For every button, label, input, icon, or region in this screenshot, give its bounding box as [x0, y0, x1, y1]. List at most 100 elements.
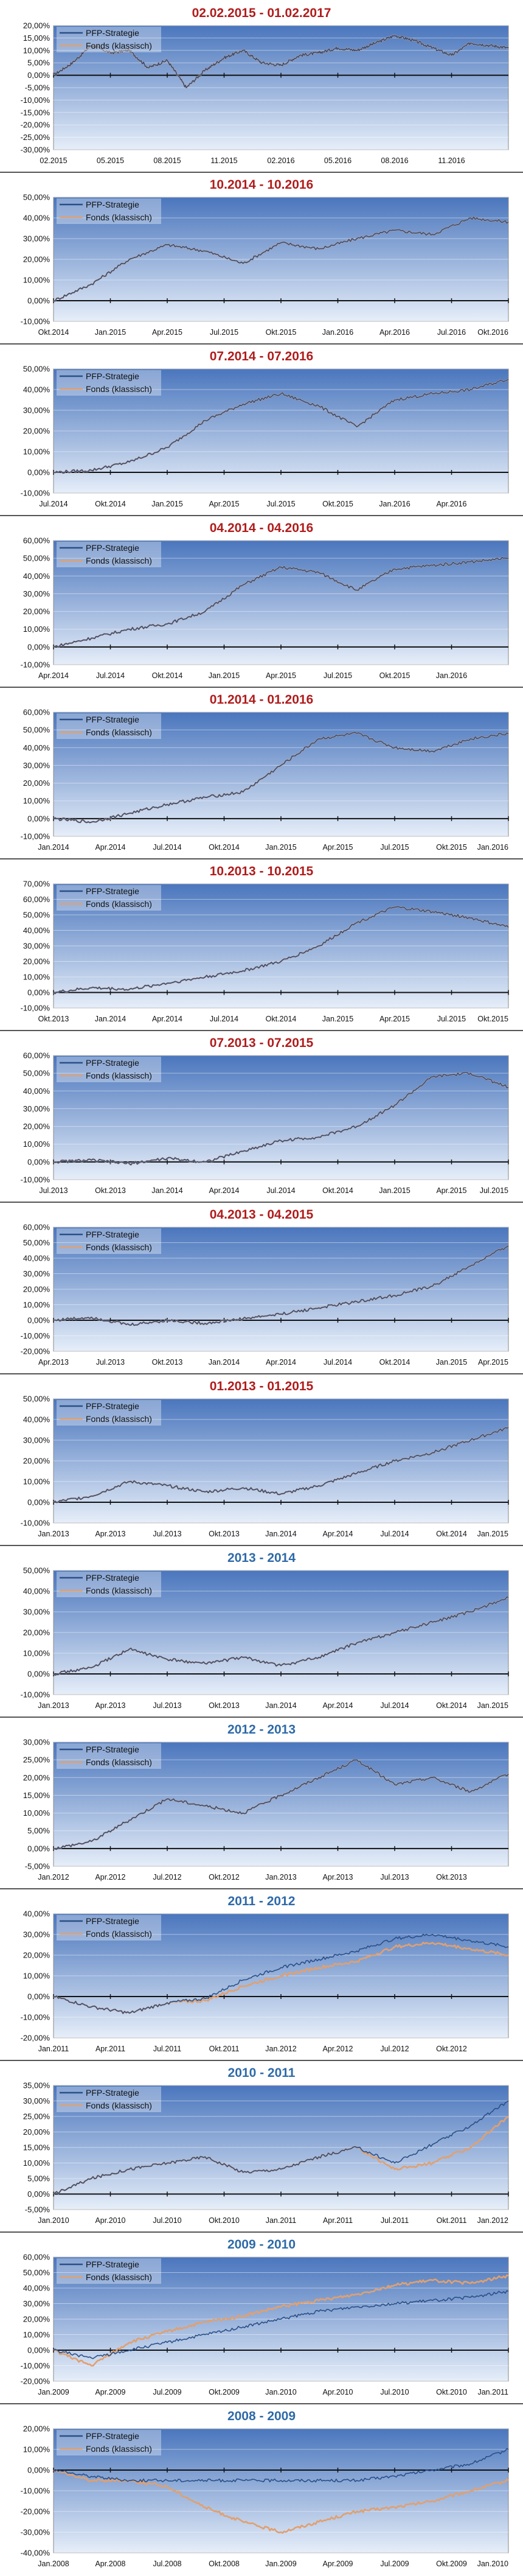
x-tick-label: Okt.2010 — [436, 2388, 467, 2396]
legend-label: Fonds (klassisch) — [86, 556, 152, 565]
legend-label: PFP-Strategie — [86, 2431, 139, 2441]
y-tick-label: 60,00% — [23, 536, 50, 545]
legend-label: Fonds (klassisch) — [86, 899, 152, 909]
series-line-pfp-strategie — [53, 557, 509, 648]
legend-box — [57, 1057, 161, 1082]
y-tick-label: 20,00% — [23, 255, 50, 264]
chart-panel: 2009 - 2010 60,00% 50,00% 40,00% 30,00% 20,00… — [0, 2231, 523, 2403]
y-tick-label: 10,00% — [23, 46, 50, 55]
x-tick-label: Jul.2008 — [153, 2560, 181, 2568]
x-tick-label: Okt.2009 — [209, 2388, 240, 2396]
chart-svg: 50,00% 40,00% 30,00% 20,00% 10,00% 0,00% -10,0… — [21, 365, 509, 508]
x-tick-label: Okt.2012 — [209, 1873, 240, 1881]
x-tick-label: Jan.2015 — [477, 1530, 508, 1538]
x-tick-label: Apr.2009 — [95, 2388, 125, 2396]
x-tick-label: Jul.2014 — [153, 843, 181, 852]
legend: PFP-Strategie Fonds (klassisch) — [57, 2430, 161, 2455]
y-tick-label: 0,00% — [27, 988, 50, 997]
legend: PFP-Strategie Fonds (klassisch) — [57, 198, 161, 224]
x-tick-label: Okt.2008 — [209, 2560, 240, 2568]
y-tick-label: 60,00% — [23, 708, 50, 717]
chart-title: 2009 - 2010 — [227, 2238, 296, 2252]
y-tick-label: 10,00% — [23, 1972, 50, 1981]
chart-svg: 20,00% 10,00% 0,00% -10,00% -20,00% -30,00% -4… — [21, 2424, 509, 2568]
x-tick-label: Jul.2010 — [153, 2216, 181, 2225]
x-tick-label: Jul.2013 — [153, 1701, 181, 1710]
y-tick-label: -10,00% — [21, 1690, 50, 1699]
panel-divider — [0, 1888, 523, 1889]
x-tick-label: Jan.2013 — [38, 1701, 69, 1710]
legend: PFP-Strategie Fonds (klassisch) — [57, 27, 161, 52]
x-tick-label: Apr.2014 — [209, 1186, 239, 1195]
panel-divider — [0, 343, 523, 345]
x-tick-label: Apr.2014 — [322, 1530, 353, 1538]
legend-box — [57, 27, 161, 52]
legend-label: Fonds (klassisch) — [86, 1929, 152, 1939]
y-tick-label: 0,00% — [27, 1316, 50, 1325]
y-tick-label: 20,00% — [23, 1285, 50, 1294]
y-tick-label: 20,00% — [23, 2127, 50, 2137]
y-tick-label: 0,00% — [27, 2466, 50, 2475]
y-tick-label: -25,00% — [21, 133, 50, 142]
x-tick-label: Apr.2015 — [436, 1186, 466, 1195]
chart-panel: 01.2014 - 01.2016 60,00% 50,00% 40,00% 30,00… — [0, 687, 523, 858]
legend-label: PFP-Strategie — [86, 715, 139, 724]
legend: PFP-Strategie Fonds (klassisch) — [57, 1915, 161, 1941]
legend-box — [57, 1400, 161, 1426]
panel-divider — [0, 1545, 523, 1546]
legend-label: PFP-Strategie — [86, 2088, 139, 2098]
legend-box — [57, 2258, 161, 2284]
legend-box — [57, 713, 161, 739]
y-tick-label: 30,00% — [23, 761, 50, 770]
x-tick-label: Apr.2010 — [95, 2216, 125, 2225]
chart-svg: 60,00% 50,00% 40,00% 30,00% 20,00% 10,00% 0,00… — [21, 1223, 509, 1367]
x-tick-label: Apr.2015 — [152, 328, 182, 337]
legend: PFP-Strategie Fonds (klassisch) — [57, 1743, 161, 1769]
x-tick-label: Jan.2011 — [38, 2045, 69, 2053]
legend-label: Fonds (klassisch) — [86, 727, 152, 737]
legend: PFP-Strategie Fonds (klassisch) — [57, 370, 161, 396]
x-tick-label: Jan.2012 — [38, 1873, 69, 1881]
y-tick-label: -10,00% — [21, 317, 50, 326]
x-tick-label: Jan.2015 — [322, 1015, 353, 1023]
y-tick-label: 20,00% — [23, 607, 50, 616]
x-tick-label: Jan.2008 — [38, 2560, 69, 2568]
series-line-pfp-strategie — [53, 1933, 509, 2014]
x-tick-label: Jan.2015 — [209, 671, 240, 680]
chart-title: 01.2013 - 01.2015 — [209, 1379, 314, 1393]
x-tick-label: Jul.2014 — [39, 500, 68, 508]
x-tick-label: Jan.2015 — [265, 843, 296, 852]
series-line-pfp-strategie — [53, 1245, 509, 1326]
y-tick-label: 20,00% — [23, 1773, 50, 1782]
y-tick-label: 30,00% — [23, 1436, 50, 1445]
y-tick-label: 50,00% — [23, 726, 50, 735]
x-tick-label: Jul.2014 — [380, 1530, 409, 1538]
y-tick-label: 20,00% — [23, 779, 50, 788]
plot-area — [53, 712, 509, 837]
x-tick-label: Jul.2015 — [437, 1015, 466, 1023]
y-tick-label: 30,00% — [23, 1608, 50, 1617]
series-line-pfp-strategie — [53, 1427, 509, 1503]
y-tick-label: 20,00% — [23, 1628, 50, 1637]
x-tick-label: Okt.2014 — [436, 1701, 467, 1710]
x-tick-label: Okt.2011 — [437, 2216, 467, 2225]
y-tick-label: -10,00% — [21, 660, 50, 670]
y-tick-label: -20,00% — [21, 2377, 50, 2386]
x-tick-label: Apr.2009 — [322, 2560, 353, 2568]
x-tick-label: Okt.2014 — [436, 1530, 467, 1538]
x-tick-label: Okt.2014 — [379, 1358, 410, 1367]
series-line-pfp-strategie — [53, 216, 509, 302]
series-line-pfp-strategie — [53, 379, 509, 474]
x-tick-label: Apr.2012 — [95, 1873, 125, 1881]
y-tick-label: -5,00% — [25, 2205, 50, 2214]
chart-title: 10.2014 - 10.2016 — [209, 178, 314, 192]
x-tick-label: 08.2015 — [153, 156, 181, 165]
legend-label: Fonds (klassisch) — [86, 1071, 152, 1080]
y-tick-label: 15,00% — [23, 2143, 50, 2152]
x-tick-label: Jan.2014 — [209, 1358, 240, 1367]
panel-divider — [0, 858, 523, 859]
x-tick-label: Okt.2013 — [209, 1530, 240, 1538]
legend-label: PFP-Strategie — [86, 1058, 139, 1068]
y-tick-label: 50,00% — [23, 193, 50, 202]
x-tick-label: Apr.2011 — [95, 2045, 125, 2053]
